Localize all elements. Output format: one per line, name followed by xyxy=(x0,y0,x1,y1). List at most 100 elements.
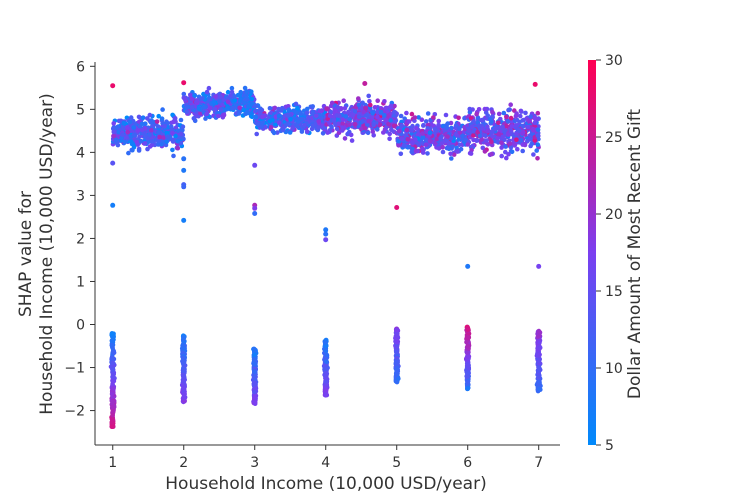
scatter-point xyxy=(513,123,519,128)
scatter-point xyxy=(170,147,175,153)
scatter-point xyxy=(440,144,446,150)
scatter-point xyxy=(251,382,257,388)
scatter-point xyxy=(508,102,513,107)
scatter-point-outlier xyxy=(323,227,329,233)
scatter-point xyxy=(465,335,471,340)
scatter-point xyxy=(377,117,383,123)
scatter-point xyxy=(392,109,397,115)
scatter-point xyxy=(323,373,329,378)
x-tick-label: 6 xyxy=(463,455,472,471)
scatter-point xyxy=(356,102,362,108)
scatter-point xyxy=(230,105,235,111)
scatter-point xyxy=(203,116,208,121)
scatter-point xyxy=(536,379,542,385)
scatter-point xyxy=(111,350,117,356)
scatter-point xyxy=(383,117,389,123)
scatter-point-outlier xyxy=(181,184,187,190)
scatter-point xyxy=(196,106,202,111)
scatter-point xyxy=(181,91,187,97)
scatter-point xyxy=(135,128,141,133)
scatter-point xyxy=(485,113,491,118)
scatter-point xyxy=(425,111,431,116)
scatter-point xyxy=(503,149,508,155)
scatter-point xyxy=(467,106,473,112)
scatter-point xyxy=(347,117,353,122)
scatter-point xyxy=(159,142,164,147)
scatter-point xyxy=(194,98,200,103)
scatter-point xyxy=(438,135,443,141)
scatter-point-outlier xyxy=(181,167,187,173)
scatter-point xyxy=(529,141,534,147)
scatter-point xyxy=(249,96,255,102)
scatter-point xyxy=(413,148,419,154)
scatter-point xyxy=(378,109,384,115)
scatter-point xyxy=(537,340,542,345)
scatter-point xyxy=(391,113,397,119)
scatter-point xyxy=(325,130,331,135)
colorbar-tick-label: 10 xyxy=(605,361,623,377)
scatter-point xyxy=(339,125,345,130)
scatter-point xyxy=(496,131,502,137)
scatter-point xyxy=(482,106,488,112)
scatter-point xyxy=(324,106,329,111)
scatter-point xyxy=(267,118,273,124)
scatter-point xyxy=(448,151,453,157)
y-tick-label: 4 xyxy=(76,145,85,161)
scatter-point xyxy=(172,116,178,121)
scatter-point xyxy=(180,124,186,129)
scatter-point xyxy=(254,131,259,137)
scatter-point xyxy=(145,146,150,152)
scatter-point xyxy=(536,328,542,334)
scatter-point xyxy=(532,120,538,125)
scatter-point xyxy=(445,121,451,126)
scatter-point xyxy=(536,368,541,374)
scatter-point xyxy=(170,131,175,136)
x-tick-label: 4 xyxy=(321,455,330,471)
scatter-point xyxy=(485,124,490,130)
scatter-point xyxy=(149,139,155,144)
scatter-point xyxy=(365,130,371,136)
scatter-point xyxy=(143,121,148,126)
scatter-point xyxy=(295,105,300,111)
colorbar-tick-label: 20 xyxy=(605,207,623,223)
scatter-point xyxy=(490,109,495,115)
scatter-point xyxy=(241,107,246,113)
scatter-point xyxy=(515,146,520,152)
scatter-point xyxy=(229,89,235,95)
scatter-point xyxy=(324,366,330,371)
scatter-point xyxy=(182,97,188,102)
scatter-point xyxy=(181,368,186,373)
scatter-point xyxy=(164,130,170,136)
scatter-point xyxy=(207,105,213,111)
colorbar-tick-label: 5 xyxy=(605,438,614,454)
scatter-point xyxy=(259,124,264,129)
scatter-point xyxy=(410,140,415,146)
scatter-point xyxy=(178,117,184,123)
scatter-point xyxy=(109,405,115,410)
scatter-point xyxy=(290,126,295,131)
scatter-point xyxy=(170,112,175,118)
scatter-point xyxy=(521,129,526,135)
scatter-point xyxy=(176,128,181,133)
scatter-point xyxy=(356,96,361,101)
scatter-point xyxy=(456,115,461,121)
scatter-point xyxy=(131,125,136,130)
scatter-point xyxy=(525,124,531,130)
scatter-point xyxy=(288,117,293,122)
scatter-point xyxy=(465,362,470,367)
scatter-point xyxy=(468,151,474,156)
scatter-point xyxy=(252,389,257,395)
scatter-point xyxy=(218,94,223,100)
scatter-point xyxy=(110,345,115,351)
scatter-point xyxy=(517,128,522,133)
scatter-point xyxy=(212,106,218,112)
scatter-point xyxy=(299,116,304,122)
scatter-point xyxy=(329,124,334,130)
scatter-point xyxy=(398,113,404,119)
scatter-point xyxy=(121,120,127,126)
scatter-points xyxy=(108,80,543,430)
scatter-point xyxy=(352,109,358,114)
scatter-point xyxy=(436,146,442,151)
scatter-point xyxy=(304,110,310,116)
